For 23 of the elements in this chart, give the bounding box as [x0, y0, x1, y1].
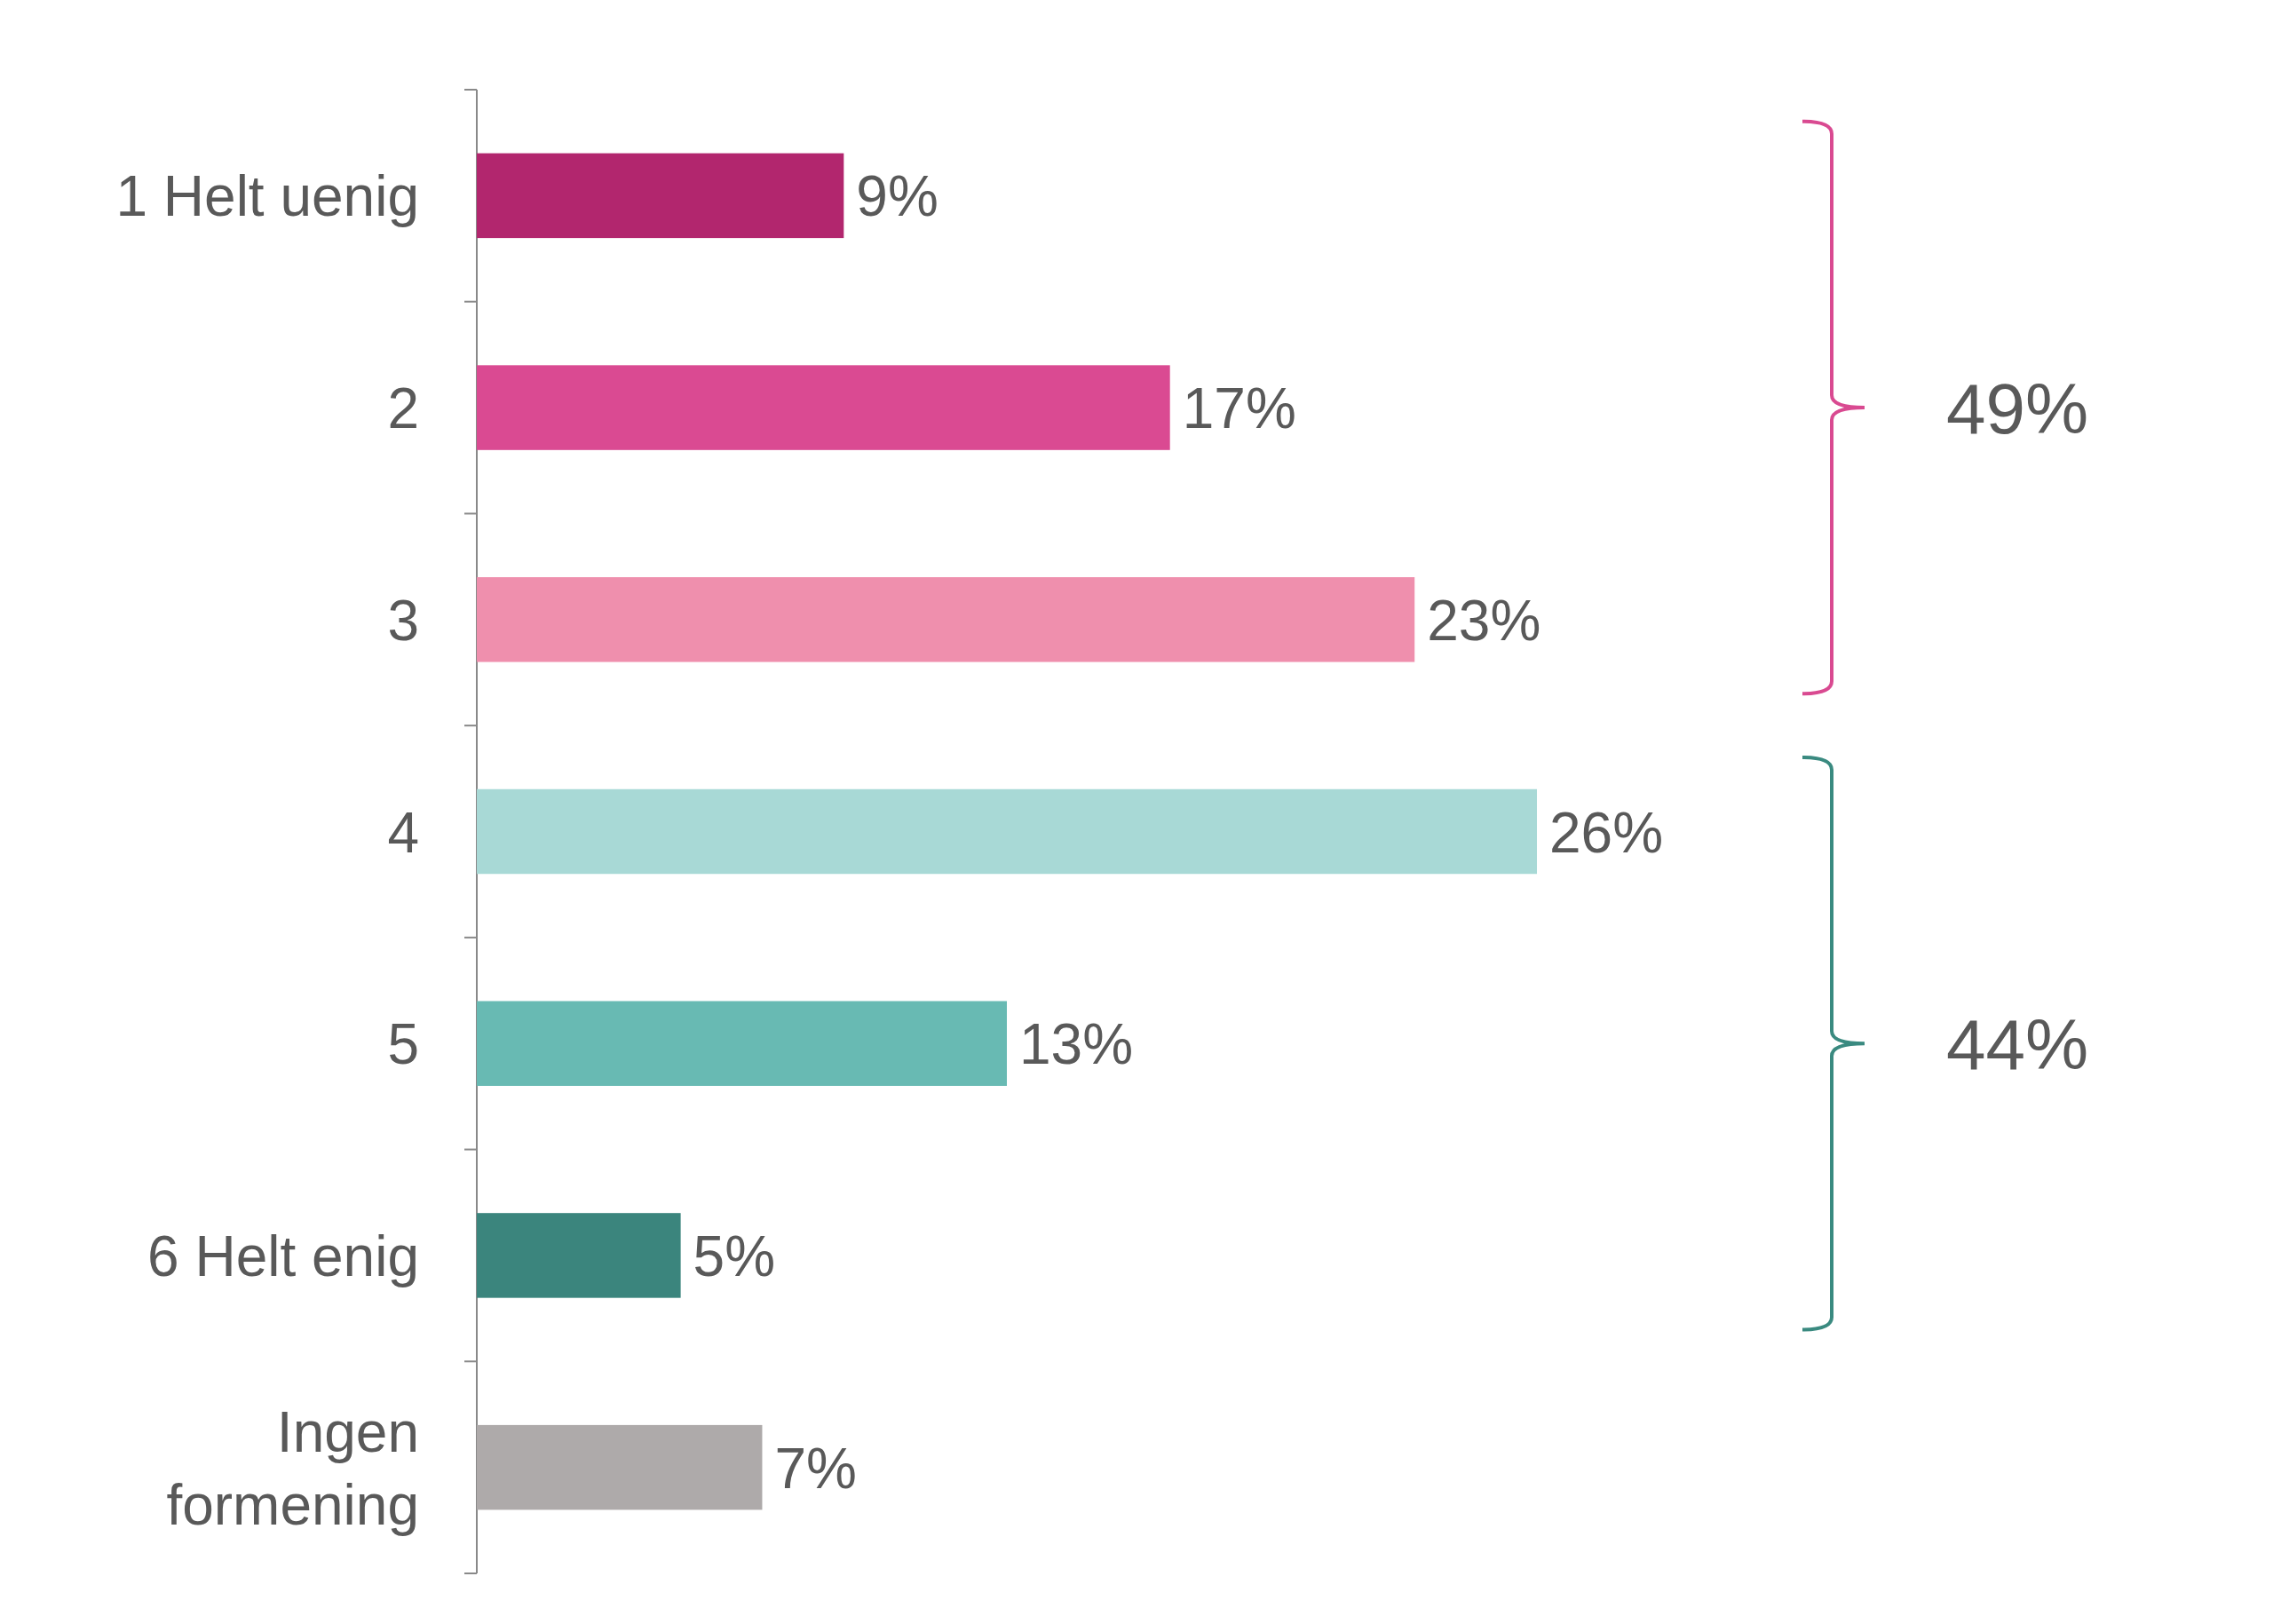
y-tick-label: 2 [387, 376, 419, 441]
data-label: 7% [774, 1436, 857, 1501]
bar [477, 1424, 763, 1510]
data-label: 13% [1019, 1012, 1134, 1077]
y-tick-label: 4 [387, 800, 419, 865]
y-tick-label: 3 [387, 588, 419, 653]
data-label: 5% [693, 1224, 776, 1288]
data-label: 23% [1427, 588, 1541, 653]
bar [477, 577, 1415, 662]
text: 49% [1946, 368, 2089, 448]
bar [477, 1213, 681, 1298]
bar [477, 153, 844, 239]
y-tick-label: 1 Helt uenig [115, 164, 419, 229]
bar [477, 788, 1537, 875]
data-label: 9% [856, 164, 939, 229]
data-label: 26% [1549, 800, 1664, 865]
bar [477, 365, 1170, 450]
y-tick-label: 5 [387, 1012, 419, 1077]
y-tick-label: Ingen formening [166, 1399, 419, 1537]
data-label: 17% [1182, 376, 1296, 441]
y-tick-label: 6 Helt enig [147, 1224, 419, 1288]
bar [477, 1001, 1007, 1086]
text: 44% [1946, 1005, 2089, 1085]
